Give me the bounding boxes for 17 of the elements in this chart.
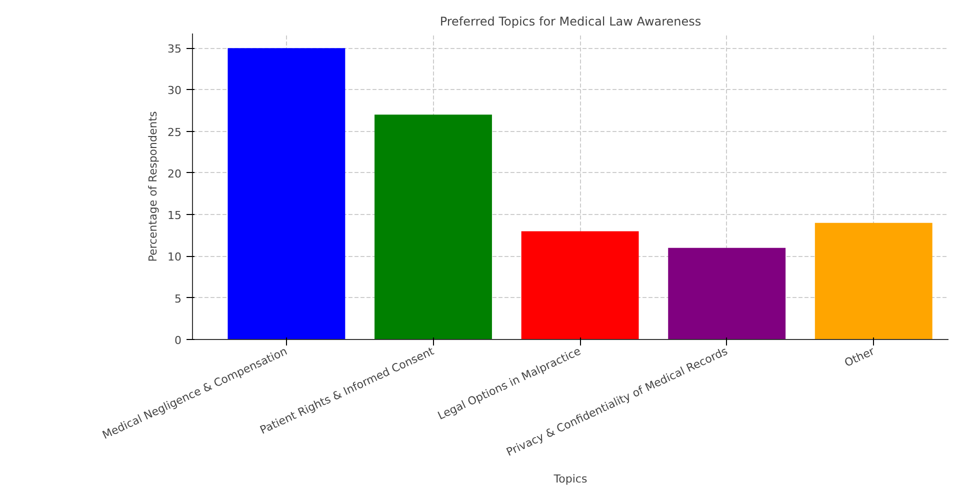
y-tick-label: 30	[168, 84, 182, 98]
chart-title: Preferred Topics for Medical Law Awareness	[440, 14, 702, 28]
y-tick-label: 35	[168, 42, 182, 56]
bar	[521, 231, 639, 340]
x-axis-title: Topics	[552, 472, 588, 486]
y-axis-title: Percentage of Respondents	[146, 110, 160, 262]
y-tick-label: 0	[174, 334, 182, 347]
y-tick-label: 25	[168, 126, 182, 139]
bar	[374, 114, 492, 340]
y-tick-label: 15	[168, 209, 182, 222]
bar	[668, 248, 786, 340]
y-tick-label: 5	[174, 292, 182, 306]
x-tick-label: Other	[842, 344, 877, 370]
bar	[228, 48, 346, 340]
bar	[814, 222, 932, 340]
y-tick-label: 20	[168, 167, 182, 180]
y-tick-label: 10	[168, 250, 182, 264]
